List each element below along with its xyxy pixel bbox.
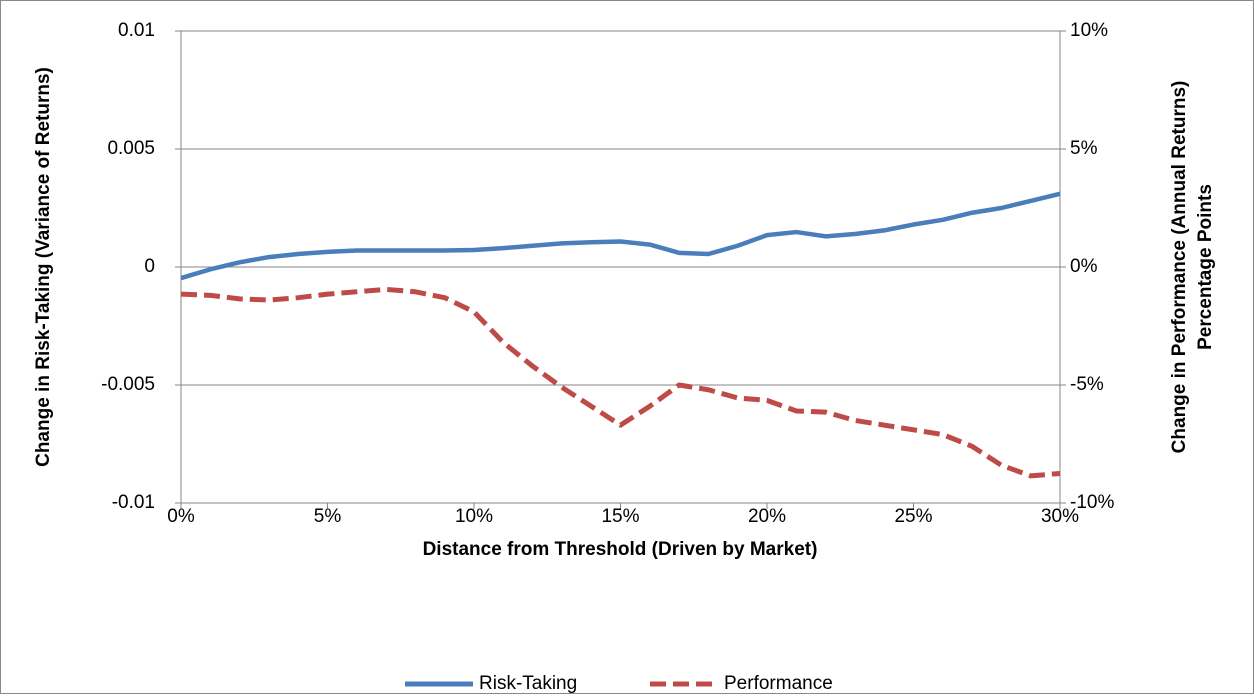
y2-tick-label: -10% <box>1070 492 1114 513</box>
x-tick-label: 10% <box>455 506 493 527</box>
y-tick-label: 0.005 <box>107 138 155 159</box>
x-tick-label: 15% <box>601 506 639 527</box>
legend-label: Risk-Taking <box>479 673 577 694</box>
x-axis-label: Distance from Threshold (Driven by Marke… <box>423 539 818 560</box>
x-tick-label: 30% <box>1041 506 1079 527</box>
y2-axis-label: Percentage Points <box>1195 184 1216 350</box>
y2-tick-label: -5% <box>1070 374 1104 395</box>
series-line <box>180 191 1061 281</box>
y2-axis-label: Change in Performance (Annual Returns) <box>1169 81 1190 454</box>
x-tick-label: 25% <box>894 506 932 527</box>
x-tick-label: 0% <box>167 506 195 527</box>
y2-tick-label: 5% <box>1070 138 1098 159</box>
x-tick-label: 5% <box>314 506 342 527</box>
y2-tick-label: 0% <box>1070 256 1098 277</box>
y-tick-label: 0.01 <box>118 20 155 41</box>
y-tick-label: 0 <box>144 256 155 277</box>
x-tick-label: 20% <box>748 506 786 527</box>
series-line <box>180 286 1061 479</box>
y-tick-label: -0.01 <box>112 492 155 513</box>
y-tick-label: -0.005 <box>101 374 155 395</box>
legend-label: Performance <box>724 673 833 694</box>
y2-tick-label: 10% <box>1070 20 1108 41</box>
y-axis-label: Change in Risk-Taking (Variance of Retur… <box>33 67 54 467</box>
